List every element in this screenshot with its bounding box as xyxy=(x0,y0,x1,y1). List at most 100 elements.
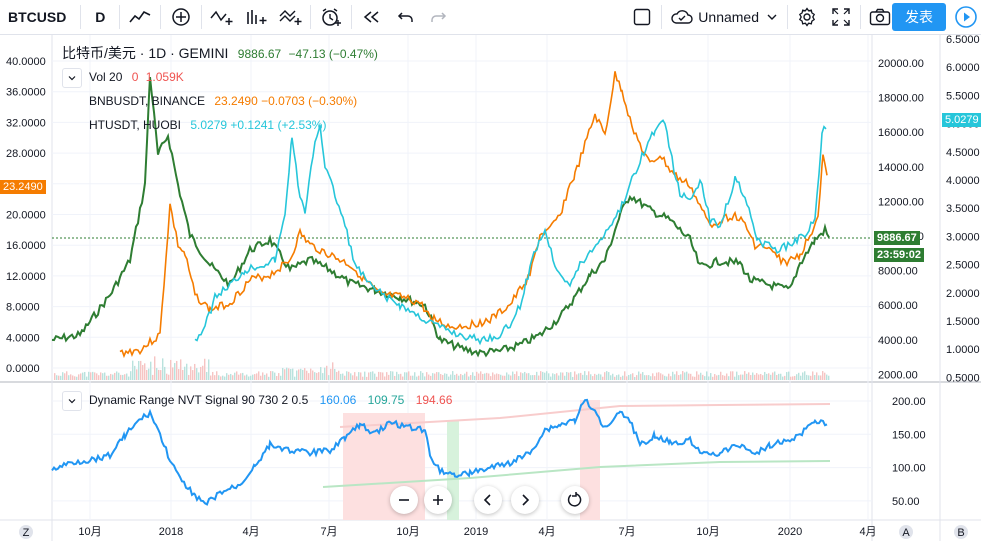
volume-bar xyxy=(620,376,622,380)
volume-bar xyxy=(786,372,788,380)
symbol-search-button[interactable]: BTCUSD xyxy=(8,9,67,25)
volume-bar xyxy=(400,373,402,380)
settings-button[interactable] xyxy=(790,0,824,34)
volume-bar xyxy=(170,359,172,380)
volume-bar xyxy=(656,372,658,380)
chart-style-button[interactable] xyxy=(122,0,158,34)
compare-button[interactable] xyxy=(163,0,199,34)
volume-bar xyxy=(426,372,428,380)
volume-bar xyxy=(182,369,184,380)
btc-price-value: 9886.67 xyxy=(237,47,282,61)
volume-bar xyxy=(734,376,736,380)
volume-bar xyxy=(406,372,408,380)
volume-bar xyxy=(156,368,158,380)
scroll-left-button[interactable] xyxy=(474,486,502,514)
undo-button[interactable] xyxy=(390,0,422,34)
save-layout-button[interactable]: Unnamed xyxy=(664,0,785,34)
volume-bar xyxy=(430,375,432,380)
volume-bar xyxy=(492,372,494,380)
collapse-legend-button[interactable] xyxy=(62,68,82,88)
volume-bar xyxy=(230,373,232,380)
volume-bar xyxy=(582,374,584,380)
replay-button[interactable] xyxy=(354,0,390,34)
volume-bar xyxy=(742,374,744,380)
indicator-legend[interactable]: Dynamic Range NVT Signal 90 730 2 0.5 16… xyxy=(89,393,452,407)
volume-bar xyxy=(244,375,246,380)
volume-bar xyxy=(660,373,662,380)
volume-bar xyxy=(130,371,132,380)
volume-bar xyxy=(198,372,200,380)
volume-bar xyxy=(366,376,368,380)
collapse-indicator-button[interactable] xyxy=(62,391,82,411)
btc-series-line xyxy=(51,76,830,358)
zoom-in-button[interactable] xyxy=(424,486,452,514)
volume-bar xyxy=(334,368,336,380)
alert-button[interactable] xyxy=(313,0,349,34)
volume-bar xyxy=(610,375,612,380)
templates-button[interactable] xyxy=(274,0,308,34)
volume-bar xyxy=(604,372,606,380)
price-axis-tick: 14000.00 xyxy=(878,162,924,174)
financials-button[interactable] xyxy=(240,0,274,34)
toolbar-divider xyxy=(160,5,162,29)
interval-button[interactable]: D xyxy=(95,9,106,25)
volume-bar xyxy=(408,371,410,380)
volume-bar xyxy=(330,368,332,380)
right-axis-tick: 5.5000 xyxy=(946,90,980,102)
volume-bar xyxy=(540,371,542,380)
volume-bar xyxy=(750,375,752,380)
chart-canvas[interactable]: 40.000036.000032.000028.000024.000020.00… xyxy=(0,34,981,541)
volume-bar xyxy=(790,376,792,380)
volume-bar xyxy=(266,373,268,380)
volume-bar xyxy=(210,375,212,380)
volume-bar xyxy=(662,374,664,380)
chart-area[interactable]: 40.000036.000032.000028.000024.000020.00… xyxy=(0,34,981,541)
toolbar-divider xyxy=(351,5,353,29)
volume-bar xyxy=(86,376,88,380)
fullscreen-button[interactable] xyxy=(824,0,858,34)
volume-bar xyxy=(318,372,320,380)
indicators-icon xyxy=(210,10,233,25)
volume-bar xyxy=(680,374,682,380)
axis-corner-button[interactable]: A xyxy=(902,527,910,539)
snapshot-button[interactable] xyxy=(863,0,897,34)
layout-button[interactable] xyxy=(625,0,659,34)
indicators-button[interactable] xyxy=(204,0,240,34)
volume-bar xyxy=(758,374,760,380)
volume-bar xyxy=(180,359,182,380)
redo-button[interactable] xyxy=(422,0,454,34)
ht-legend[interactable]: HTUSDT, HUOBI 5.0279 +0.1241 (+2.53%) xyxy=(89,118,326,132)
volume-bar xyxy=(716,375,718,380)
axis-corner-button[interactable]: Z xyxy=(23,527,30,539)
volume-bar xyxy=(104,372,106,380)
volume-bar xyxy=(642,372,644,380)
right-axis-tick: 0.5000 xyxy=(946,372,980,384)
volume-bar xyxy=(732,371,734,380)
price-axis-tick: 8000.00 xyxy=(878,266,918,278)
volume-bar xyxy=(462,375,464,380)
play-icon[interactable] xyxy=(954,5,978,29)
volume-bar xyxy=(638,371,640,380)
volume-bar xyxy=(370,371,372,380)
volume-bar xyxy=(576,374,578,380)
volume-legend[interactable]: Vol 20 0 1.059K xyxy=(89,70,184,84)
volume-bar xyxy=(418,375,420,380)
bnb-legend[interactable]: BNBUSDT, BINANCE 23.2490 −0.0703 (−0.30%… xyxy=(89,94,357,108)
volume-bar xyxy=(706,371,708,380)
volume-bar xyxy=(794,375,796,380)
zoom-out-button[interactable] xyxy=(390,486,418,514)
reset-chart-button[interactable] xyxy=(561,486,589,514)
axis-corner-button[interactable]: B xyxy=(957,527,964,539)
volume-bar xyxy=(112,374,114,380)
publish-button[interactable]: 发表 xyxy=(892,3,946,31)
top-toolbar: BTCUSD D Unnamed xyxy=(0,0,981,35)
volume-bar xyxy=(808,375,810,380)
volume-bar xyxy=(560,372,562,380)
volume-bar xyxy=(600,374,602,380)
scroll-right-button[interactable] xyxy=(511,486,539,514)
volume-bar xyxy=(826,374,828,380)
volume-bar xyxy=(534,375,536,380)
volume-bar xyxy=(208,359,210,380)
volume-bar xyxy=(90,372,92,380)
volume-bar xyxy=(332,362,334,380)
